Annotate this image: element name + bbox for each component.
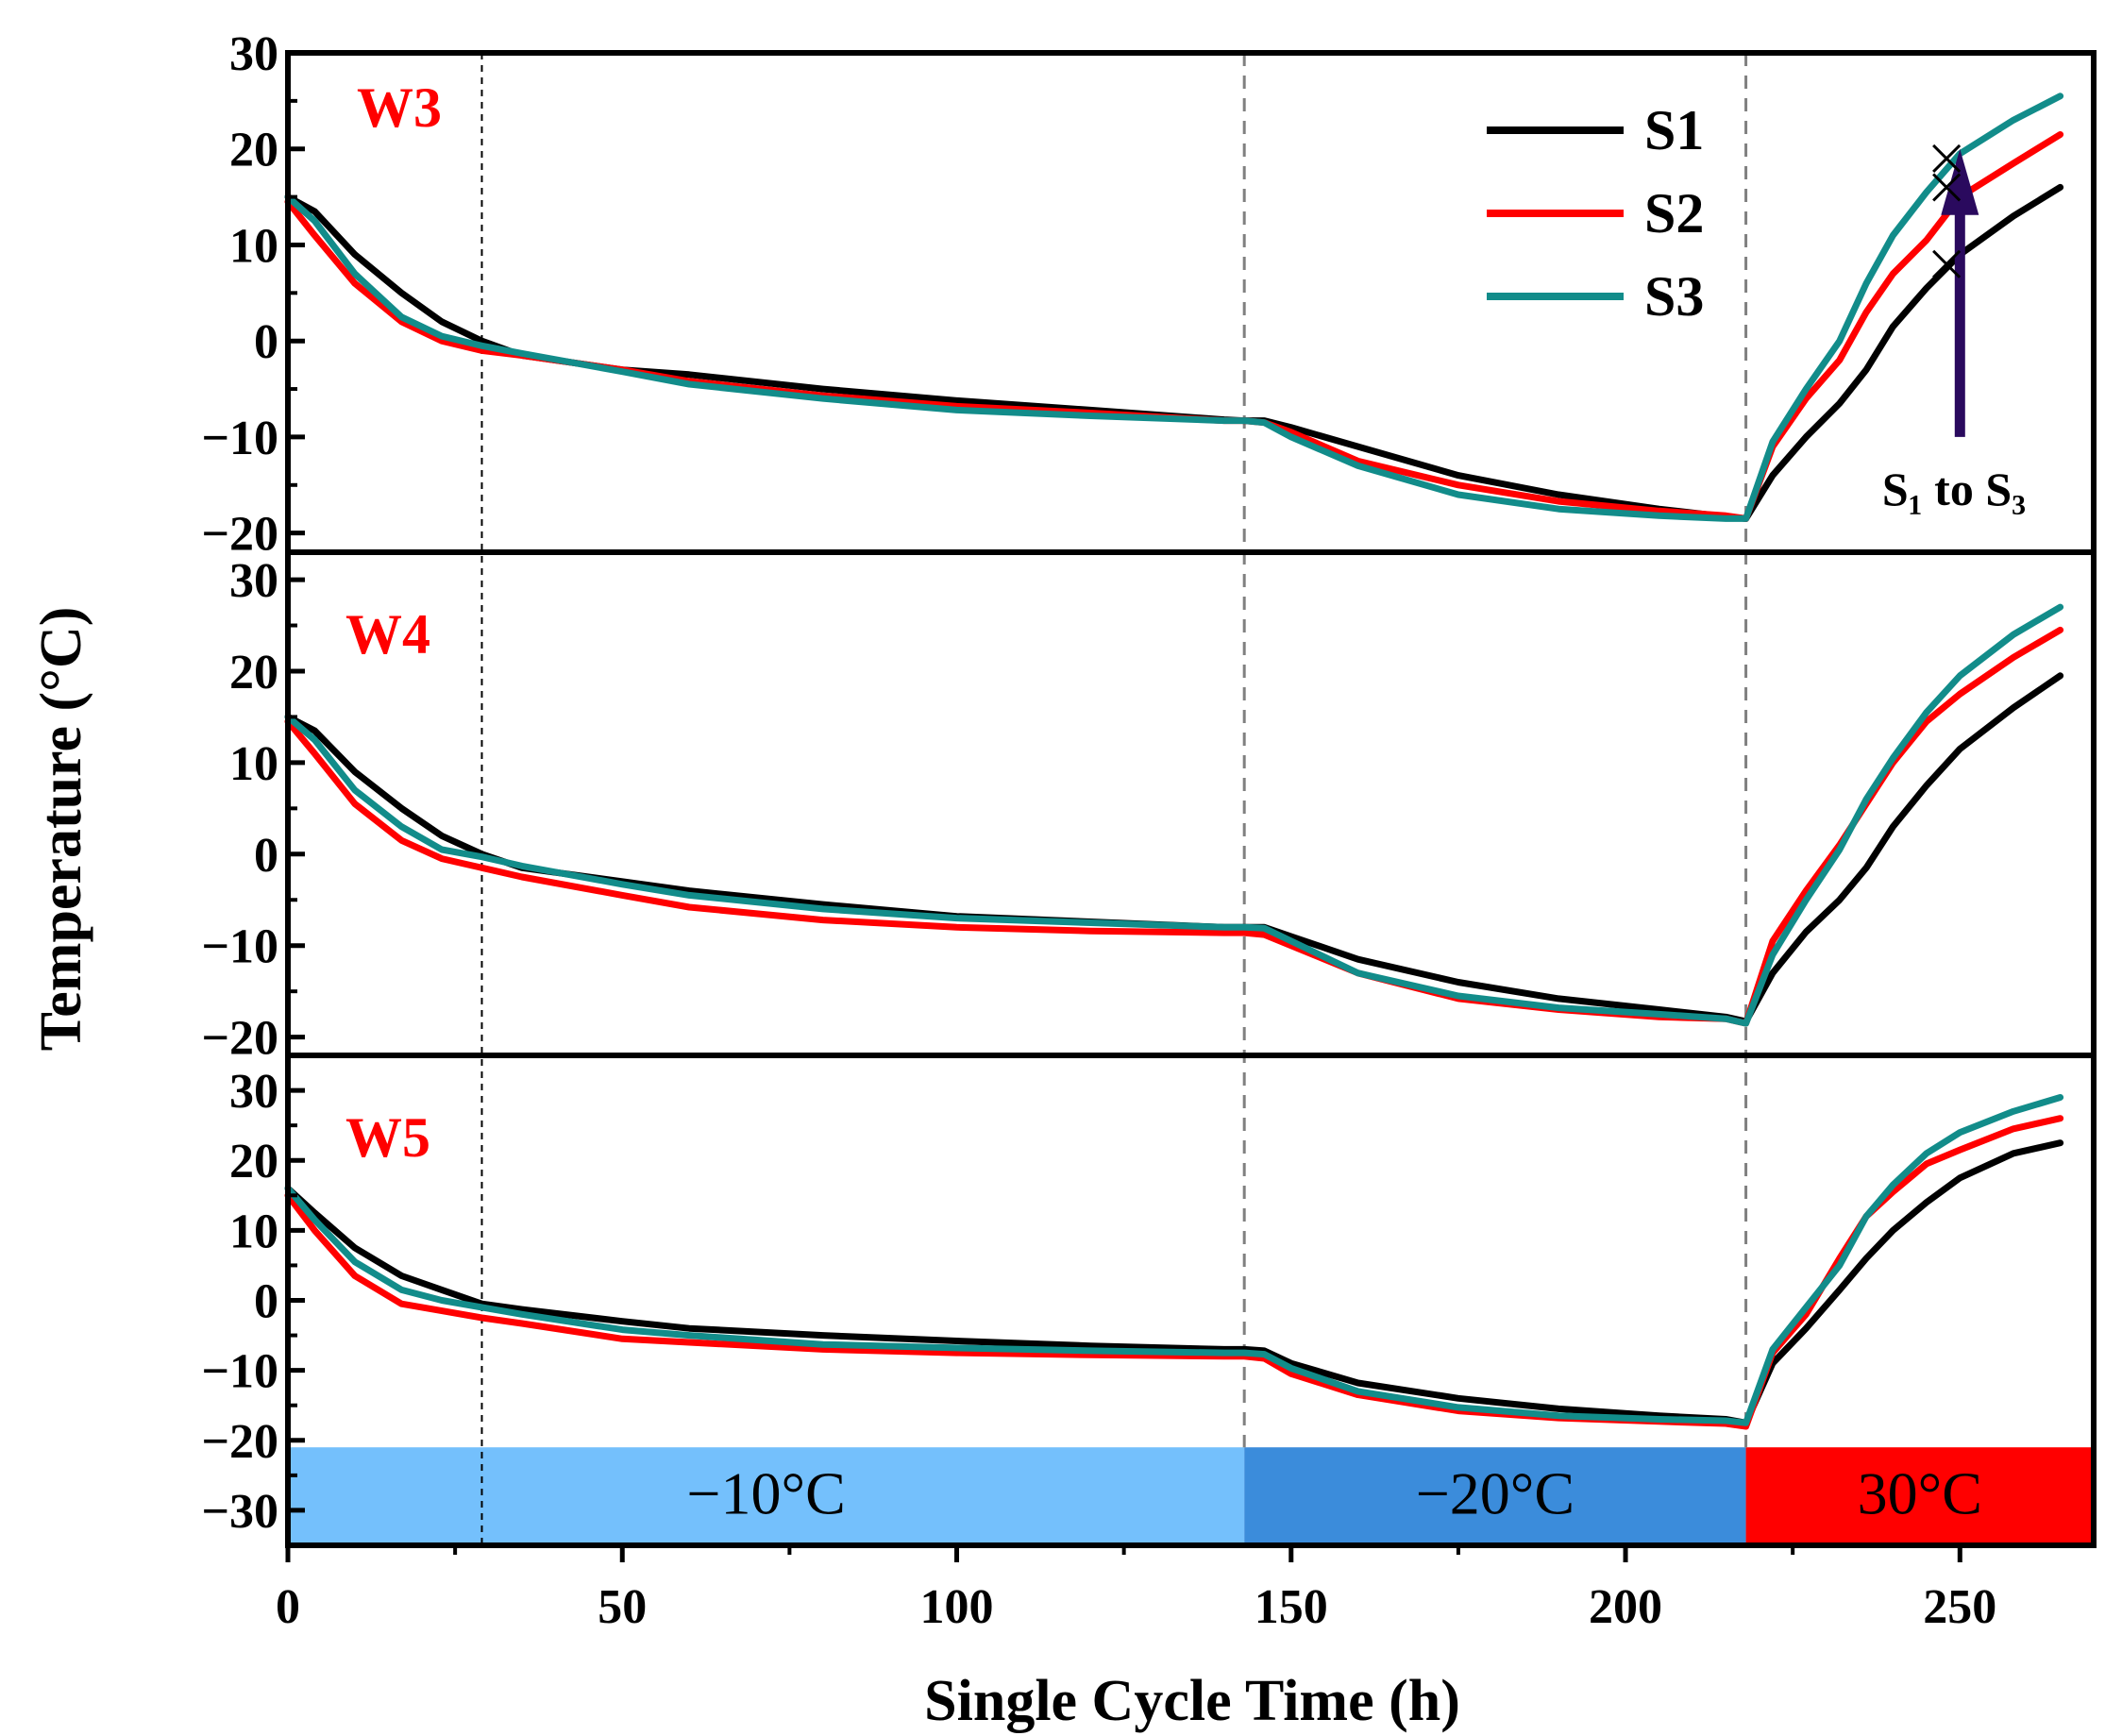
y-tick-label-W4: −20 [201,1012,278,1066]
panel-frame-W4 [285,549,2097,1058]
y-tick-label-W3: −10 [201,412,278,465]
temperature-bands: −10°C −20°C 30°C [288,1447,2094,1545]
legend-label-S3: S3 [1644,265,1704,328]
y-tick-label-W4: 20 [229,646,278,699]
legend: S1 S2 S3 [1487,99,1704,328]
band-1 [288,1447,1245,1545]
series-line-W5-S3 [284,1094,2064,1426]
y-tick-label-W3: 0 [254,315,278,369]
legend-label-S2: S2 [1644,182,1704,244]
x-tick-label: 50 [598,1580,647,1634]
series-line-W4-S1 [284,672,2064,1025]
x-tick-label: 250 [1923,1580,1996,1634]
y-tick-label-W3: 10 [229,219,278,273]
series-line-W5-S2 [284,1115,2064,1430]
panel-label-W3: W3 [357,76,442,139]
panel-frame-W3 [285,50,2097,555]
series-line-W4-S2 [284,626,2064,1027]
x-tick-label: 100 [920,1580,994,1634]
x-axis-title: Single Cycle Time (h) [924,1669,1460,1733]
y-tick-label-W3: 20 [229,124,278,177]
y-tick-label-W5: −10 [201,1345,278,1399]
series-line-W3-S1 [284,183,2064,522]
y-tick-label-W4: 10 [229,737,278,791]
cross-marker-3 [1932,143,1962,173]
band-label-2: −20°C [1416,1459,1575,1526]
y-tick-label-W5: 20 [229,1135,278,1188]
band-3 [1745,1447,2094,1545]
y-tick-label-W3: −20 [201,508,278,562]
cross-marker-1 [1932,249,1962,278]
series-line-W5-S1 [284,1139,2064,1426]
panel-label-W4: W4 [345,603,430,666]
y-tick-label-W4: 30 [229,554,278,608]
y-axis-title: Temperature (°C) [29,607,93,1052]
axis-ticks: 3020100−10−203020100−10−203020100−10−20−… [201,27,1996,1634]
y-tick-label-W4: 0 [254,829,278,883]
y-tick-label-W4: −10 [201,920,278,974]
series-line-W4-S3 [284,603,2064,1027]
x-tick-label: 200 [1589,1580,1662,1634]
y-tick-label-W5: −20 [201,1415,278,1469]
y-tick-label-W3: 30 [229,27,278,81]
cross-marker-2 [1932,173,1962,202]
band-2 [1244,1447,1746,1545]
y-tick-label-W5: 10 [229,1205,278,1258]
annotation-text: S₁ to S₃ [1882,463,2026,515]
x-tick-label: 0 [276,1580,300,1634]
legend-label-S1: S1 [1644,99,1704,161]
band-label-3: 30°C [1858,1459,1982,1526]
annotation-arrow-head [1941,148,1979,215]
y-tick-label-W5: −30 [201,1485,278,1539]
panel-frames: W3 W4 W5 [285,50,2097,1548]
y-tick-label-W5: 0 [254,1275,278,1329]
phase-boundaries [480,53,1748,1545]
y-tick-label-W5: 30 [229,1065,278,1119]
panel-label-W5: W5 [345,1106,430,1169]
series-line-W3-S2 [284,131,2064,522]
band-label-1: −10°C [686,1459,845,1526]
annotation: S₁ to S₃ [1882,143,2026,515]
x-tick-label: 150 [1255,1580,1328,1634]
series-line-W3-S3 [284,93,2064,522]
series-lines [284,93,2064,1430]
